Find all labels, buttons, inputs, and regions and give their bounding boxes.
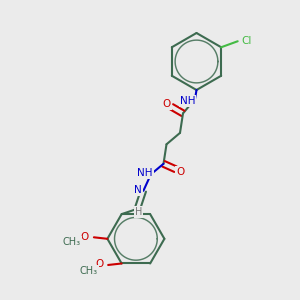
Text: CH₃: CH₃ <box>63 237 81 247</box>
Text: NH: NH <box>137 168 153 178</box>
Text: O: O <box>163 99 171 110</box>
Text: O: O <box>176 167 184 177</box>
Text: H: H <box>135 207 142 218</box>
Text: CH₃: CH₃ <box>80 266 98 276</box>
Text: N: N <box>134 185 142 195</box>
Text: Cl: Cl <box>241 36 251 46</box>
Text: O: O <box>81 232 89 242</box>
Text: NH: NH <box>180 96 195 106</box>
Text: O: O <box>96 260 104 269</box>
